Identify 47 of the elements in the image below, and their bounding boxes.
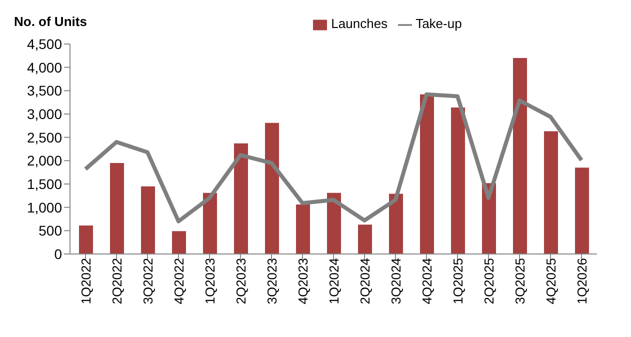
bar — [575, 168, 589, 254]
bar — [327, 192, 341, 254]
line-series — [84, 92, 584, 224]
x-tick-label: 3Q2024 — [388, 258, 404, 304]
bar — [234, 143, 248, 254]
bar — [451, 107, 465, 254]
x-tick-label: 4Q2022 — [172, 258, 187, 304]
bar — [420, 94, 434, 254]
legend-label: Launches — [331, 16, 388, 31]
y-tick-label: 1,000 — [26, 199, 62, 216]
x-tick-label: 4Q2025 — [544, 258, 559, 304]
x-tick-label: 3Q2022 — [140, 258, 156, 304]
x-tick-label: 2Q2025 — [482, 258, 497, 304]
bar — [141, 186, 155, 254]
bar — [79, 226, 93, 254]
x-tick-label: 3Q2025 — [512, 258, 528, 304]
x-tick-label: 1Q2022 — [78, 258, 94, 304]
bar — [110, 163, 124, 254]
bar — [203, 192, 217, 254]
bar — [172, 231, 186, 254]
y-tick-label: 2,500 — [26, 129, 62, 146]
bar — [296, 204, 310, 254]
x-tick-label: 4Q2024 — [420, 258, 435, 304]
y-axis-title: No. of Units — [14, 14, 87, 29]
x-tick-label: 1Q2025 — [450, 258, 466, 304]
x-tick-label: 3Q2023 — [264, 258, 280, 304]
bar — [389, 194, 403, 254]
y-tick-label: 3,500 — [26, 82, 62, 99]
y-tick-label: 2,000 — [26, 152, 62, 169]
y-tick-label: 0 — [54, 246, 62, 262]
x-tick-label: 1Q2026 — [574, 258, 590, 304]
x-tick-label: 2Q2023 — [234, 258, 249, 304]
y-tick-label: 3,000 — [26, 106, 62, 122]
y-tick-label: 500 — [38, 222, 62, 239]
x-tick-label: 4Q2023 — [296, 258, 311, 304]
bar — [544, 131, 558, 254]
bar — [358, 224, 372, 254]
x-tick-label: 2Q2024 — [358, 258, 373, 304]
x-tick-label: 1Q2024 — [326, 258, 342, 304]
y-tick-label: 4,500 — [26, 36, 62, 52]
y-tick-label: 4,000 — [26, 59, 62, 76]
bar — [265, 122, 279, 254]
x-tick-label: 1Q2023 — [202, 258, 218, 304]
bar — [513, 58, 527, 254]
legend-label: Take-up — [416, 16, 462, 31]
x-tick-label: 2Q2022 — [110, 258, 125, 304]
y-tick-label: 1,500 — [26, 176, 62, 192]
